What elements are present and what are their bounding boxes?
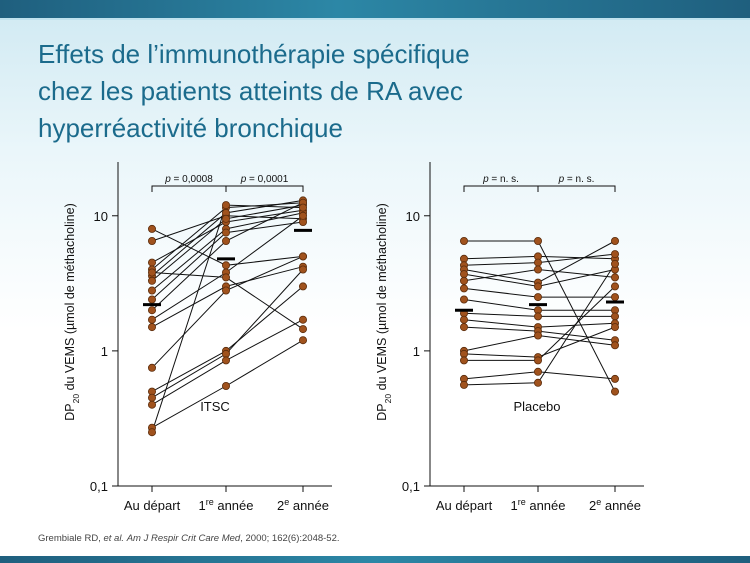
data-point <box>221 237 230 246</box>
data-point <box>298 203 307 212</box>
title-line-2: chez les patients atteints de RA avec <box>38 76 463 106</box>
data-point <box>610 387 619 396</box>
citation-journal: Am J Respir Crit Care Med <box>126 533 241 544</box>
data-point <box>148 306 157 315</box>
data-point <box>148 258 157 267</box>
data-point <box>533 282 542 291</box>
data-point <box>148 237 157 246</box>
title-line-3: hyperréactivité bronchique <box>38 113 343 143</box>
data-point <box>460 315 469 324</box>
data-point <box>148 315 157 324</box>
data-point <box>148 276 157 285</box>
bottom-banner <box>0 556 750 563</box>
top-banner <box>0 0 750 18</box>
data-point <box>148 428 157 437</box>
data-point <box>460 276 469 285</box>
data-point <box>610 323 619 332</box>
x-tick-label: Au départ <box>436 498 493 513</box>
x-tick-label: 2e année <box>277 497 329 513</box>
data-point <box>610 237 619 246</box>
x-tick-label: Au départ <box>124 498 181 513</box>
significance-bracket <box>151 185 304 192</box>
data-point <box>148 268 157 277</box>
data-point <box>221 273 230 282</box>
data-point <box>298 325 307 334</box>
data-point <box>460 237 469 246</box>
data-point <box>148 286 157 295</box>
data-point <box>298 315 307 324</box>
data-point <box>533 367 542 376</box>
y-axis-label: DP20 du VEMS (µmol de méthacholine) <box>63 203 81 420</box>
data-point <box>533 237 542 246</box>
title-line-1: Effets de l’immunothérapie spécifique <box>38 39 470 69</box>
data-point <box>533 378 542 387</box>
p-value-label: p = n. s. <box>482 174 519 185</box>
top-banner-line <box>0 18 750 20</box>
data-point <box>148 295 157 304</box>
data-point <box>221 286 230 295</box>
data-point <box>148 224 157 233</box>
data-point <box>610 293 619 302</box>
data-point <box>533 356 542 365</box>
data-point <box>533 331 542 340</box>
data-point <box>533 312 542 321</box>
y-tick-label: 0,1 <box>90 479 108 494</box>
citation-etal: et al. <box>103 533 125 544</box>
x-tick-label: 1re année <box>198 497 253 513</box>
y-tick-label: 1 <box>413 344 420 359</box>
data-point <box>221 214 230 223</box>
data-point <box>221 381 230 390</box>
data-point <box>148 393 157 402</box>
data-point <box>460 295 469 304</box>
y-tick-label: 0,1 <box>402 479 420 494</box>
data-point <box>460 380 469 389</box>
data-point <box>610 259 619 268</box>
data-point <box>460 323 469 332</box>
p-value-label: p = 0,0008 <box>164 174 213 185</box>
y-axis-label: DP20 du VEMS (µmol de méthacholine) <box>375 203 393 420</box>
y-tick-label: 10 <box>406 209 420 224</box>
data-point <box>460 356 469 365</box>
data-point <box>610 250 619 259</box>
x-tick-label: 1re année <box>510 497 565 513</box>
placebo-chart: 0,1 1 10 Au départ 1re année 2e année DP20 du … <box>375 162 644 513</box>
citation: Grembiale RD, et al. Am J Respir Crit Ca… <box>38 533 340 544</box>
data-point <box>148 363 157 372</box>
data-point <box>533 265 542 274</box>
data-point <box>610 341 619 350</box>
data-point <box>298 282 307 291</box>
slide-title: Effets de l’immunothérapie spécifique ch… <box>38 36 728 147</box>
y-tick-label: 10 <box>94 209 108 224</box>
y-tick-label: 1 <box>101 344 108 359</box>
data-point <box>533 258 542 267</box>
group-label: Placebo <box>514 399 561 414</box>
data-point <box>460 270 469 279</box>
group-label: ITSC <box>200 399 230 414</box>
data-point <box>298 336 307 345</box>
significance-bracket <box>463 185 616 192</box>
data-point <box>610 374 619 383</box>
data-point <box>221 261 230 270</box>
patient-line <box>151 286 304 393</box>
data-point <box>533 293 542 302</box>
data-point <box>221 228 230 237</box>
x-tick-label: 2e année <box>589 497 641 513</box>
citation-authors: Grembiale RD, <box>38 533 104 544</box>
itsc-chart: 0,1 1 10 Au départ 1re année 2e année DP20 du … <box>63 162 332 513</box>
data-point <box>610 312 619 321</box>
data-point <box>148 323 157 332</box>
data-point <box>460 284 469 293</box>
data-point <box>221 201 230 210</box>
data-point <box>148 400 157 409</box>
data-point <box>298 265 307 274</box>
p-value-label: p = n. s. <box>558 174 595 185</box>
data-point <box>298 211 307 220</box>
p-value-label: p = 0,0001 <box>240 174 289 185</box>
data-point <box>298 252 307 261</box>
data-point <box>610 273 619 282</box>
data-point <box>610 282 619 291</box>
data-point <box>221 356 230 365</box>
citation-rest: , 2000; 162(6):2048-52. <box>240 533 340 544</box>
